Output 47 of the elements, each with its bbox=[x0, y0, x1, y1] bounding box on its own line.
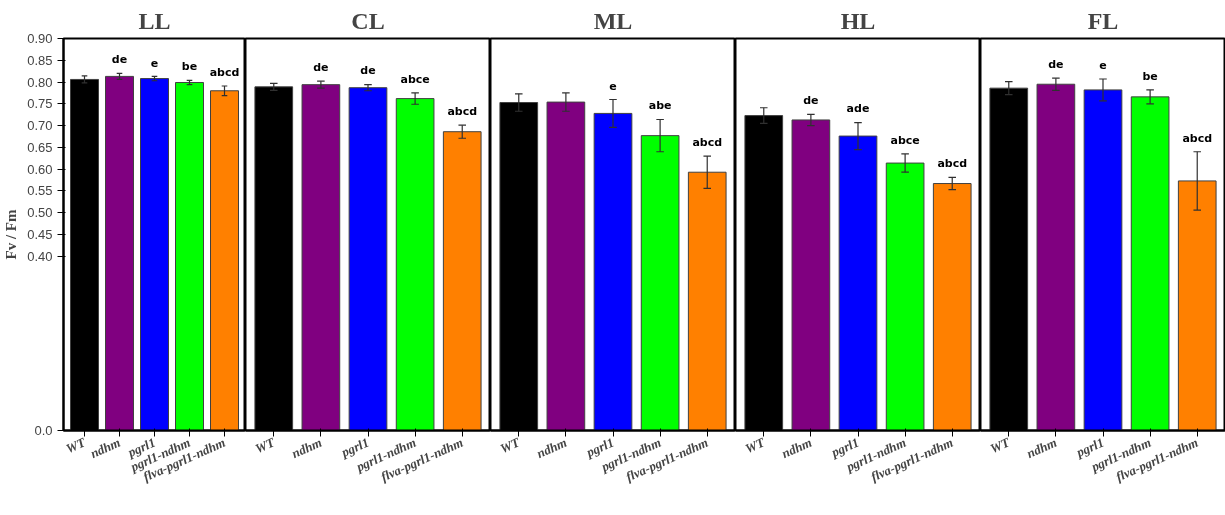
chart-title: CL bbox=[351, 7, 385, 34]
x-tick-label: WT bbox=[252, 434, 278, 457]
chart-title: HL bbox=[840, 7, 876, 34]
x-tick-label: ndhm bbox=[88, 434, 123, 462]
x-tick-label: ndhm bbox=[289, 434, 324, 462]
y-tick-label: 0.75 bbox=[27, 96, 53, 112]
x-tick-label: ndhm bbox=[779, 434, 814, 462]
y-tick-label: 0.55 bbox=[27, 183, 53, 199]
y-tick-label: 0.80 bbox=[27, 74, 53, 90]
annotation: e bbox=[609, 79, 617, 93]
annotation: e bbox=[150, 56, 159, 70]
chart-title: LL bbox=[138, 7, 171, 34]
annotation: abe bbox=[648, 99, 672, 113]
y-tick-label: 0.70 bbox=[27, 118, 53, 134]
annotation: abce bbox=[890, 133, 920, 147]
x-tick-label: WT bbox=[63, 434, 89, 457]
x-tick-label: WT bbox=[497, 434, 523, 457]
annotation: abcd bbox=[692, 135, 723, 149]
annotation: abcd bbox=[209, 65, 240, 79]
y-tick-label: 0.65 bbox=[27, 139, 53, 155]
annotation: abcd bbox=[447, 104, 478, 118]
x-tick-label: WT bbox=[742, 434, 768, 457]
y-tick-label: 0.40 bbox=[27, 248, 53, 264]
annotation: de bbox=[803, 94, 819, 108]
y-tick-label: 0.50 bbox=[27, 205, 53, 221]
annotation: abce bbox=[400, 72, 430, 86]
y-axis-title: Fv / Fm bbox=[3, 209, 20, 260]
annotation: de bbox=[1048, 57, 1064, 71]
annotation: abcd bbox=[937, 157, 968, 171]
y-tick-label: 0.60 bbox=[27, 161, 53, 177]
annotation: be bbox=[1142, 69, 1158, 83]
y-tick-label: 0.85 bbox=[27, 52, 53, 68]
annotation: e bbox=[1099, 59, 1107, 73]
annotation: ade bbox=[846, 102, 870, 116]
y-tick-label: 0.90 bbox=[27, 31, 53, 46]
x-tick-label: ndhm bbox=[1024, 434, 1059, 462]
annotation: abcd bbox=[1182, 131, 1213, 145]
annotation: de bbox=[360, 64, 376, 78]
x-tick-label: ndhm bbox=[534, 434, 569, 462]
annotation: de bbox=[111, 53, 128, 67]
chart-title: FL bbox=[1087, 7, 1119, 34]
chart-title: ML bbox=[593, 7, 633, 34]
y-tick-label: 0.0 bbox=[34, 423, 53, 438]
x-tick-label: WT bbox=[987, 434, 1013, 457]
annotation: be bbox=[181, 60, 198, 74]
y-tick-label: 0.45 bbox=[27, 227, 53, 242]
annotation: de bbox=[313, 60, 329, 74]
